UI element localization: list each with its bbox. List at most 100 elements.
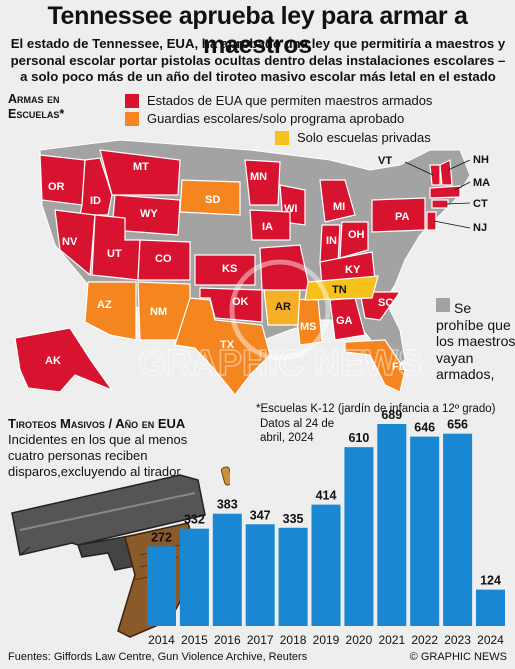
state-label: SC — [378, 297, 393, 309]
bar-2024 — [476, 589, 505, 626]
state-nj — [426, 211, 437, 231]
state-id — [79, 157, 113, 216]
state-label: FL — [392, 361, 406, 373]
state-label: MN — [250, 171, 267, 183]
state-sc — [359, 291, 402, 321]
state-label: AZ — [97, 299, 112, 311]
legend-label: Estados de EUA que permiten maestros arm… — [147, 93, 433, 108]
x-tick-label: 2018 — [280, 633, 307, 647]
bar-value-label: 610 — [348, 431, 369, 445]
bar-2023 — [443, 433, 473, 626]
callout-line-ma — [454, 181, 471, 191]
state-label: TN — [332, 284, 347, 296]
bar-value-label: 383 — [217, 498, 238, 512]
legend-item-guards: Guardias escolares/solo programa aprobad… — [125, 111, 404, 126]
bar-2019 — [311, 504, 341, 626]
x-tick-label: 2024 — [477, 633, 504, 647]
x-tick-label: 2017 — [247, 633, 274, 647]
bar-value-label: 332 — [184, 513, 205, 527]
legend-item-armed-teachers: Estados de EUA que permiten maestros arm… — [125, 93, 432, 108]
state-labels: OR MT ID WY NV UT CO SD MN IA WI MI IN O… — [45, 161, 410, 373]
bar-2014 — [147, 546, 176, 626]
state-ak — [14, 327, 114, 393]
state-pa — [371, 197, 426, 233]
state-label: SD — [205, 194, 220, 206]
state-mi — [319, 179, 356, 223]
bar-2021 — [377, 424, 407, 626]
x-tick-label: 2015 — [181, 633, 208, 647]
callout-label-vt: VT — [378, 155, 392, 167]
state-mn — [244, 159, 281, 206]
credit-note: © GRAPHIC NEWS — [409, 651, 507, 663]
callout-line-vt — [404, 161, 434, 176]
bar-value-label: 689 — [381, 408, 402, 422]
callout-label-ma: MA — [473, 177, 490, 189]
legend-swatch-yellow — [275, 130, 289, 145]
us-map: OR MT ID WY NV UT CO SD MN IA WI MI IN O… — [14, 139, 490, 396]
x-tick-label: 2022 — [411, 633, 438, 647]
bar-2017 — [245, 524, 275, 626]
state-nh — [439, 159, 453, 186]
map-section-title: Armas en Escuelas* — [8, 92, 65, 121]
state-label: MI — [333, 201, 345, 213]
sources-note: Fuentes: Giffords Law Centre, Gun Violen… — [8, 651, 308, 663]
state-label: CO — [155, 253, 172, 265]
legend-swatch-gray — [436, 298, 450, 312]
state-tx — [174, 297, 271, 396]
state-mt — [99, 149, 181, 196]
k12-footnote: *Escuelas K-12 (jardín de infancia a 12º… — [256, 403, 496, 415]
chart-title: Tiroteos Masivos / Año en EUA — [8, 416, 186, 431]
callout-label-nh: NH — [473, 154, 489, 166]
callout-label-ct: CT — [473, 198, 488, 210]
state-label: MS — [300, 321, 317, 333]
callout-line-nj — [433, 220, 471, 229]
state-ct — [431, 199, 449, 209]
bars-group — [147, 424, 505, 626]
state-tn — [304, 275, 379, 301]
state-label: OH — [348, 229, 365, 241]
state-nv — [54, 209, 96, 277]
bar-value-label: 656 — [447, 418, 468, 432]
state-label: IN — [326, 235, 337, 247]
state-label: OR — [48, 181, 65, 193]
state-label: MT — [133, 161, 149, 173]
bar-2016 — [212, 513, 242, 626]
x-tick-label: 2016 — [214, 633, 241, 647]
state-label: NM — [150, 306, 167, 318]
chart-date-note: Datos al 24 de abril, 2024 — [260, 418, 335, 444]
chart-description: Incidentes en los que al menos cuatro pe… — [8, 432, 188, 479]
page-title: Tennessee aprueba ley para armar a maest… — [47, 2, 468, 59]
bar-2020 — [344, 447, 374, 626]
state-label: UT — [107, 248, 122, 260]
state-label: AK — [45, 355, 61, 367]
state-label: AR — [275, 301, 291, 313]
x-tick-label: 2021 — [378, 633, 405, 647]
state-label: PA — [395, 211, 410, 223]
legend-swatch-orange — [125, 111, 139, 126]
bar-value-label: 124 — [480, 574, 501, 588]
legend-label: Guardias escolares/solo programa aprobad… — [147, 111, 405, 126]
state-label: IA — [262, 221, 273, 233]
state-oh — [339, 221, 369, 259]
bar-value-label: 335 — [283, 512, 304, 526]
x-axis-tick-labels: 2014 2015 2016 2017 2018 2019 2020 2021 2022 2023… — [148, 633, 504, 647]
bar-value-label: 347 — [250, 508, 271, 522]
bullets-icon — [220, 466, 230, 486]
legend-banned-note: Se prohíbe que los maestros vayan armado… — [436, 300, 515, 382]
state-ma — [429, 185, 461, 199]
bar-2018 — [278, 527, 308, 626]
state-label: NV — [62, 236, 78, 248]
state-label: KS — [222, 263, 237, 275]
state-sd — [179, 179, 241, 216]
state-label: TX — [220, 339, 235, 351]
bar-value-label: 414 — [316, 489, 337, 503]
state-fl — [344, 339, 406, 393]
state-label: ID — [90, 195, 101, 207]
page-subtitle: El estado de Tennessee, EUA, ha aprobado… — [10, 36, 506, 84]
bar-2022 — [410, 436, 440, 626]
state-label: KY — [345, 264, 361, 276]
callout-label-nj: NJ — [473, 222, 487, 234]
legend-swatch-red — [125, 93, 139, 108]
state-label: OK — [232, 296, 249, 308]
